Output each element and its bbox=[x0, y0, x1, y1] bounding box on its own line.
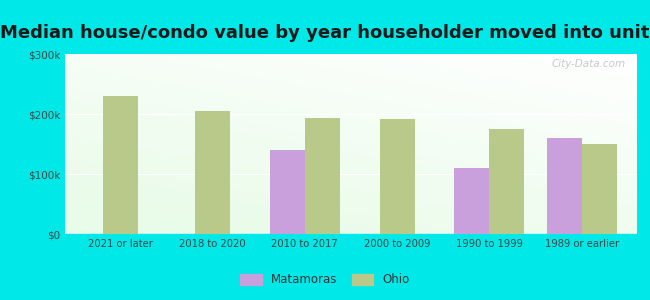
Bar bbox=[305, 118, 340, 234]
Text: City-Data.com: City-Data.com bbox=[551, 59, 625, 69]
Bar bbox=[454, 168, 489, 234]
Bar bbox=[547, 138, 582, 234]
Bar bbox=[195, 111, 230, 234]
Bar bbox=[582, 144, 617, 234]
Text: Median house/condo value by year householder moved into unit: Median house/condo value by year househo… bbox=[0, 24, 650, 42]
Legend: Matamoras, Ohio: Matamoras, Ohio bbox=[236, 269, 414, 291]
Bar bbox=[380, 119, 415, 234]
Bar bbox=[103, 96, 138, 234]
Bar bbox=[489, 129, 525, 234]
Bar bbox=[270, 150, 305, 234]
